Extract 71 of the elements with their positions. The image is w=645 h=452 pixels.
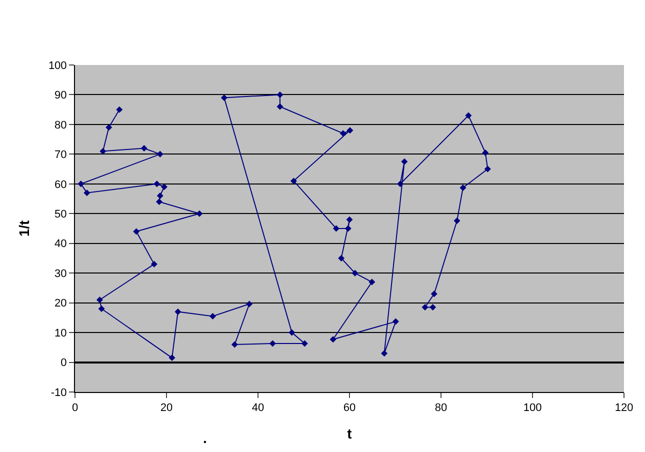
point [269,340,276,347]
point [196,210,203,217]
point [174,308,182,315]
x-tick-label: 20 [160,402,173,414]
x-tick-label: 80 [434,402,448,414]
point [332,225,340,232]
point [352,270,358,276]
x-tick-label: 60 [343,402,356,414]
point [392,318,399,325]
text: . [203,430,207,446]
y-tick-label: 80 [54,119,67,132]
point [290,178,297,184]
point [340,130,346,137]
point [288,329,296,336]
point [106,124,112,131]
y-tick-label: 90 [54,90,67,102]
x-tick-label: 100 [523,402,542,414]
point [346,127,354,134]
point [140,144,148,152]
point [156,192,164,200]
point [346,216,353,223]
point [276,103,284,110]
point [301,340,308,347]
point [397,180,404,188]
point [465,112,472,119]
point [368,278,376,286]
point [156,150,164,158]
point [338,254,345,262]
point [246,300,253,308]
point [150,260,158,268]
x-tick-label: 120 [614,402,634,414]
y-tick-label: 10 [54,327,67,340]
point [231,341,238,348]
point [209,312,216,320]
y-tick-label: 100 [48,60,67,72]
point [401,158,408,165]
point [430,304,436,311]
point [168,354,176,362]
point [98,306,105,312]
point [484,166,491,172]
point [344,225,352,232]
x-axis-title: t [347,426,352,442]
point [482,149,489,156]
point [156,198,162,205]
y-tick-label: 30 [54,268,67,280]
point [430,290,438,298]
y-tick-label: 40 [54,238,67,250]
point [133,228,140,235]
y-tick-label: 70 [54,149,67,162]
point [422,304,428,311]
point [96,296,103,304]
y-tick-label: 50 [54,208,67,220]
y-axis-title: 1/t [16,220,32,237]
point [100,148,106,154]
y-tick-label: 20 [54,298,67,310]
point [220,94,228,101]
point [154,180,160,188]
y-tick-label: 60 [54,178,67,191]
x-tick-label: 40 [252,402,264,414]
point [460,184,466,192]
point [116,106,123,113]
point [330,336,336,343]
point [160,184,168,190]
y-tick-label: -10 [50,386,67,399]
x-tick-label: 0 [72,402,78,414]
point [84,190,90,196]
point [276,91,284,98]
y-tick-label: 0 [60,357,67,370]
point [78,180,84,188]
point [454,218,460,224]
point [381,350,388,357]
